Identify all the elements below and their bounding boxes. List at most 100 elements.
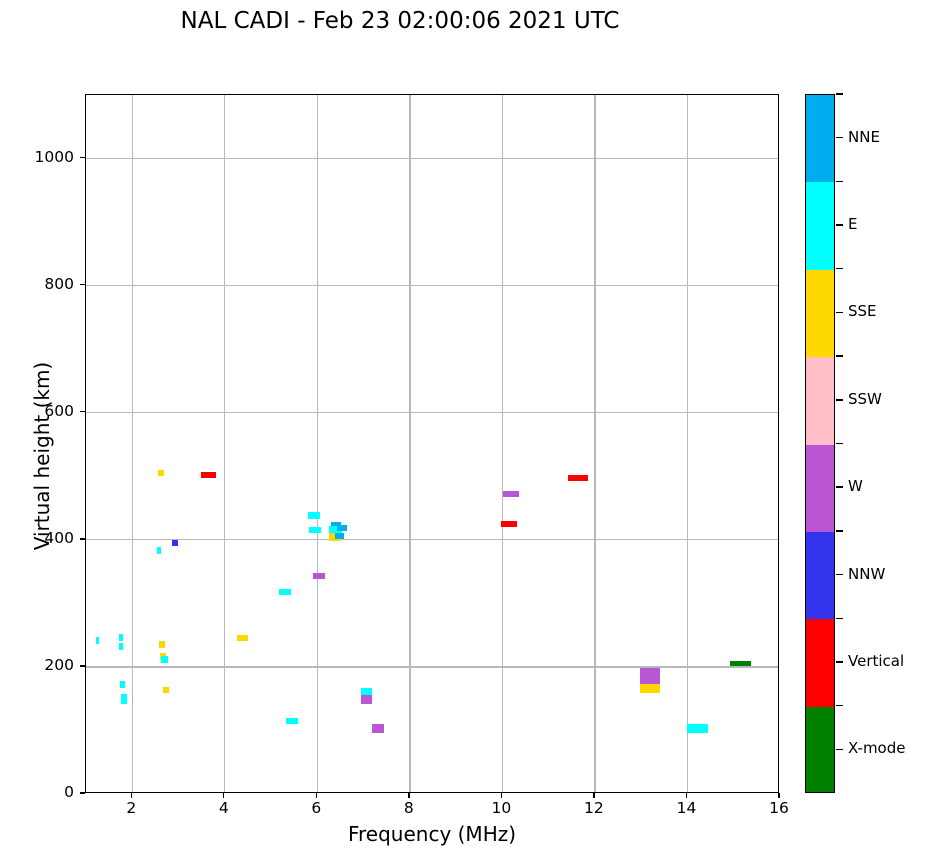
colorbar-label-ssw: SSW (848, 389, 882, 408)
data-mark (157, 470, 165, 477)
gridline-vertical (131, 95, 133, 792)
data-mark (361, 695, 373, 705)
data-mark (336, 524, 347, 531)
data-mark (568, 474, 589, 481)
data-mark (96, 637, 100, 645)
x-tick (685, 793, 688, 798)
data-mark (361, 687, 373, 697)
colorbar-tick (836, 224, 843, 226)
y-tick-label: 600 (44, 401, 74, 420)
data-mark (640, 684, 660, 693)
data-mark (119, 643, 123, 651)
colorbar-segment-nnw (806, 531, 834, 620)
page-title: NAL CADI - Feb 23 02:00:06 2021 UTC (180, 8, 620, 34)
colorbar-label-e: E (848, 215, 858, 234)
colorbar-segment-ssw (806, 357, 834, 445)
colorbar-segment-vertical (806, 619, 834, 707)
data-mark (172, 539, 178, 546)
gridline-vertical (224, 95, 226, 792)
data-mark (371, 724, 384, 734)
data-mark (329, 526, 343, 536)
gridline-horizontal (86, 412, 778, 414)
colorbar-label-sse: SSE (848, 302, 877, 321)
data-mark (312, 573, 325, 580)
gridline-horizontal (86, 666, 778, 668)
colorbar-label-nne: NNE (848, 127, 880, 146)
colorbar-tick (836, 399, 843, 401)
colorbar-tick (836, 573, 843, 576)
data-mark (686, 724, 708, 734)
data-mark (156, 547, 162, 555)
colorbar-boundary-tick (836, 93, 843, 95)
colorbar-tick (836, 311, 843, 314)
data-mark (121, 694, 127, 705)
colorbar-boundary-tick (836, 442, 843, 445)
gridline-vertical (686, 95, 689, 792)
x-tick-label: 16 (769, 799, 789, 817)
data-mark (331, 521, 342, 528)
gridline-horizontal (86, 539, 778, 541)
x-tick-label: 8 (403, 799, 414, 817)
y-tick-label: 800 (44, 274, 74, 293)
colorbar-tick (836, 136, 843, 139)
x-tick-label: 4 (218, 799, 229, 817)
x-tick (315, 793, 318, 798)
x-tick-label: 12 (584, 799, 604, 817)
y-tick-label: 0 (64, 783, 74, 801)
colorbar-label-w: W (848, 477, 863, 496)
gridline-vertical (594, 95, 596, 792)
colorbar-label-vertical: Vertical (848, 651, 905, 670)
data-mark (640, 667, 660, 676)
colorbar-boundary-tick (836, 530, 843, 532)
x-tick (500, 793, 503, 798)
y-axis-title: Virtual height (km) (30, 361, 54, 551)
gridline-vertical (316, 95, 318, 792)
colorbar-tick (836, 486, 843, 488)
data-mark (308, 512, 321, 520)
colorbar-boundary-tick (836, 617, 843, 619)
colorbar-label-x-mode: X-mode (848, 739, 906, 758)
data-mark (640, 675, 660, 685)
data-mark (285, 717, 298, 724)
y-tick-label: 200 (44, 655, 74, 674)
x-tick (223, 793, 225, 798)
gridline-horizontal (86, 157, 778, 160)
colorbar-boundary-tick (836, 704, 843, 707)
data-mark (730, 661, 752, 667)
y-tick-label: 400 (44, 528, 74, 547)
y-tick (80, 665, 85, 667)
y-tick (80, 283, 85, 286)
colorbar-segment-x-mode (806, 706, 834, 792)
colorbar-boundary-tick (836, 180, 843, 183)
gridline-vertical (409, 95, 411, 792)
data-mark (200, 472, 216, 478)
x-tick-label: 10 (491, 799, 512, 817)
x-axis-title: Frequency (MHz) (347, 822, 517, 846)
gridline-vertical (501, 95, 504, 792)
y-tick (80, 792, 85, 794)
data-mark (309, 526, 322, 533)
colorbar-segment-sse (806, 269, 834, 358)
plot-area (85, 94, 779, 793)
data-mark (236, 635, 248, 642)
colorbar-tick (836, 661, 843, 663)
x-tick-label: 14 (676, 799, 697, 817)
y-tick (80, 538, 85, 540)
data-mark (162, 687, 170, 694)
x-tick-label: 2 (126, 799, 137, 817)
colorbar-segment-nne (806, 95, 834, 183)
y-tick (80, 156, 85, 159)
x-tick (593, 793, 595, 798)
x-tick-label: 6 (311, 799, 322, 817)
colorbar-segment-w (806, 444, 834, 532)
colorbar-boundary-tick (836, 355, 843, 357)
data-mark (279, 588, 292, 595)
colorbar-boundary-tick (836, 268, 843, 270)
colorbar-tick (836, 748, 843, 750)
y-tick (80, 411, 85, 413)
data-mark (334, 533, 345, 539)
x-tick (778, 793, 780, 798)
gridline-horizontal (86, 284, 778, 287)
data-mark (120, 681, 126, 689)
data-mark (501, 520, 518, 527)
